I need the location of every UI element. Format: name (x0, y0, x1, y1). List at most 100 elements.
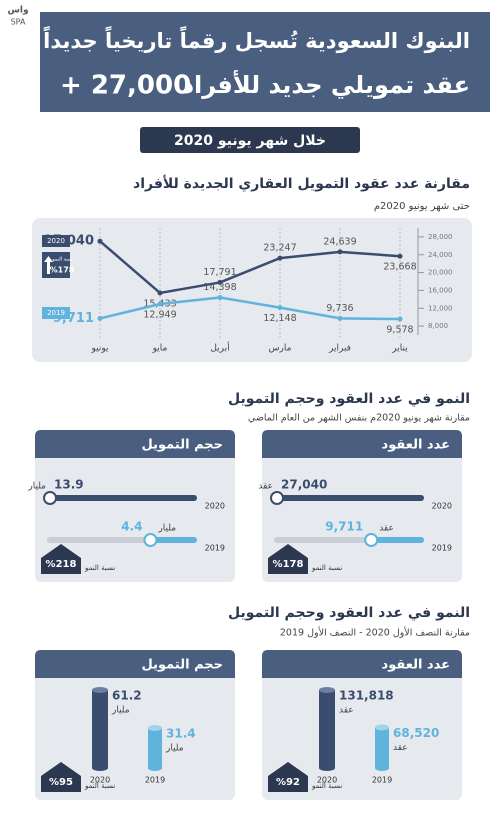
logo-ar: واس (7, 6, 28, 16)
value-label: 4.4 (121, 520, 142, 534)
data-label: 12,148 (263, 313, 296, 324)
y-tick-label: 8,000 (428, 322, 448, 330)
unit: عقد (379, 524, 394, 534)
growth-label: نسبة النمو (84, 564, 115, 572)
card (35, 430, 235, 582)
value-label: 27,040 (281, 478, 327, 492)
unit: مليار (111, 706, 130, 716)
year: 2020 (317, 776, 337, 785)
x-tick-label: أبريل (210, 342, 229, 354)
value-label: 9,711 (325, 520, 363, 534)
unit: مليار (165, 743, 184, 753)
value-label: 68,520 (393, 726, 439, 740)
data-label: 17,791 (203, 267, 236, 278)
data-label: 23,668 (383, 262, 416, 273)
data-label: 12,949 (143, 310, 176, 321)
section-title: النمو في عدد العقود وحجم التمويل (228, 605, 470, 621)
knob (270, 491, 284, 505)
knob (364, 533, 379, 547)
card (262, 430, 462, 582)
section-title: مقارنة عدد عقود التمويل العقاري الجديدة … (133, 175, 470, 193)
unit: عقد (258, 482, 273, 492)
year: 2019 (205, 544, 225, 553)
point (157, 301, 163, 307)
x-tick-label: مايو (152, 344, 168, 354)
legend-box (42, 307, 70, 319)
card-title: حجم التمويل (142, 658, 223, 673)
growth-arrow (41, 544, 81, 574)
year: 2019 (372, 776, 392, 785)
cylinder-top (92, 687, 108, 693)
card-title: عدد العقود (382, 438, 450, 453)
data-label: 9,578 (386, 325, 413, 336)
cylinder (92, 690, 108, 771)
header-line2-text: عقد تمويلي جديد للأفراد (182, 70, 470, 99)
slider-fill (371, 537, 424, 543)
cylinder (375, 727, 389, 771)
card-title: حجم التمويل (142, 438, 223, 453)
unit: عقد (393, 743, 408, 753)
year: 2020 (90, 776, 110, 785)
section-subtitle: مقارنة شهر يونيو 2020م بنفس الشهر من الع… (248, 413, 470, 424)
cylinder-top (375, 724, 389, 731)
value-label: 13.9 (54, 478, 84, 492)
point (277, 255, 283, 261)
logo-en: SPA (11, 18, 26, 27)
value-label: 131,818 (339, 689, 394, 703)
growth-arrow (268, 762, 308, 792)
y-tick-label: 24,000 (428, 251, 453, 259)
year: 2020 (432, 502, 452, 511)
value-label: 61.2 (112, 689, 142, 703)
unit: مليار (27, 482, 46, 492)
unit: مليار (157, 524, 176, 534)
card (262, 650, 462, 800)
data-label: 14,398 (203, 282, 236, 293)
growth-label: نسبة النمو (51, 257, 74, 263)
line (99, 296, 401, 321)
point (97, 315, 103, 321)
value-label: 31.4 (166, 726, 196, 740)
cylinder-top (148, 724, 162, 731)
x-tick-label: مارس (269, 344, 292, 354)
chart-card (32, 218, 472, 362)
growth-box (42, 252, 70, 278)
x-tick-label: يونيو (90, 344, 109, 354)
growth-value: %178 (273, 559, 304, 570)
knob (143, 533, 158, 547)
period: خلال شهر يونيو 2020 (174, 133, 326, 149)
y-tick-label: 28,000 (428, 233, 453, 241)
point (337, 249, 343, 255)
y-tick-label: 20,000 (428, 269, 453, 277)
cylinder (148, 727, 162, 771)
point (157, 290, 163, 296)
data-label: 23,247 (263, 243, 296, 254)
card-header (35, 650, 235, 678)
card-header (262, 430, 462, 458)
header-line1: البنوك السعودية تُسجل رقماً تاريخياً جدي… (43, 25, 470, 53)
year: 2019 (432, 544, 452, 553)
growth-arrow (268, 544, 308, 574)
card-header (35, 430, 235, 458)
header-line2-number: + 27,000 (60, 71, 191, 101)
unit: عقد (339, 706, 354, 716)
line (99, 240, 401, 295)
point (97, 238, 103, 244)
year: 2020 (205, 502, 225, 511)
knob (43, 491, 57, 505)
slider-fill (50, 495, 197, 501)
card-title: عدد العقود (382, 658, 450, 673)
point (337, 315, 343, 321)
point (217, 295, 223, 301)
growth-value: %95 (49, 777, 73, 788)
slider-fill (150, 537, 197, 543)
year: 2019 (145, 776, 165, 785)
point (217, 279, 223, 285)
point (277, 305, 283, 311)
data-label: 9,736 (326, 303, 353, 314)
x-tick-label: يناير (391, 344, 408, 354)
section-subtitle: حتى شهر يونيو 2020م (374, 201, 470, 212)
section-subtitle: مقارنة النصف الأول 2020 - النصف الأول 20… (280, 627, 470, 639)
y-tick-label: 12,000 (428, 304, 453, 312)
card (35, 650, 235, 800)
